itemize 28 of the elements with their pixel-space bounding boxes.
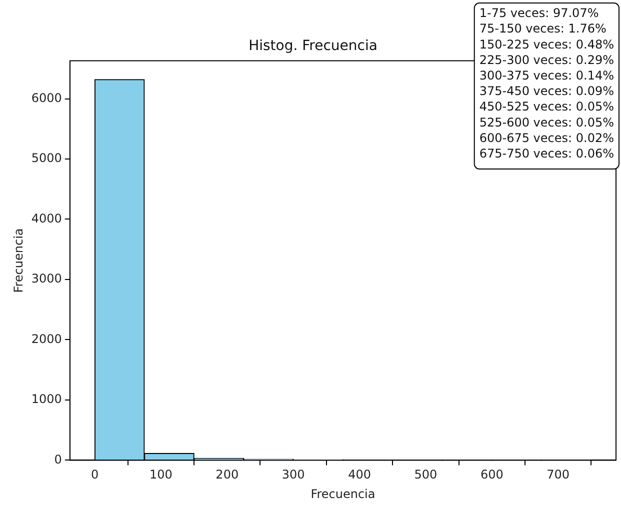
x-tick-label: 200 [216, 468, 239, 482]
y-axis-title: Frecuencia [11, 228, 26, 293]
chart-title: Histog. Frecuencia [248, 38, 378, 54]
x-tick-label: 300 [282, 468, 305, 482]
annotation: 225-300 veces: 0.29% [479, 52, 614, 67]
annotation: 375-450 veces: 0.09% [479, 84, 614, 98]
x-tick-label: 100 [149, 468, 172, 482]
y-tick-label: 6000 [31, 90, 62, 105]
annotation: 600-675 veces: 0.02% [479, 130, 614, 145]
x-tick-label: 0 [90, 468, 99, 482]
annotation: 450-525 veces: 0.05% [479, 100, 614, 114]
text: 1-75 veces: 97.07% [479, 6, 599, 20]
y-tick-label: 3000 [31, 272, 62, 286]
x-axis-title: Frecuencia [310, 486, 376, 501]
text: 75-150 veces: 1.76% [479, 22, 606, 36]
x-tick-label: 700 [546, 468, 570, 482]
x-tick-label: 600 [480, 468, 504, 482]
y-tick-label: 4000 [31, 211, 62, 226]
annotation: 525-600 veces: 0.05% [479, 115, 614, 130]
y-tick-label: 0 [54, 452, 62, 466]
y-tick-label: 1000 [31, 392, 62, 406]
x-tick-label: 500 [414, 468, 438, 482]
annotation: 300-375 veces: 0.14% [479, 68, 614, 83]
text: 150-225 veces: 0.48% [479, 37, 614, 52]
y-tick-label: 5000 [31, 151, 62, 166]
y-tick-label: 2000 [31, 332, 62, 346]
annotation: 675-750 veces: 0.06% [479, 146, 614, 161]
x-tick-label: 400 [348, 468, 371, 482]
